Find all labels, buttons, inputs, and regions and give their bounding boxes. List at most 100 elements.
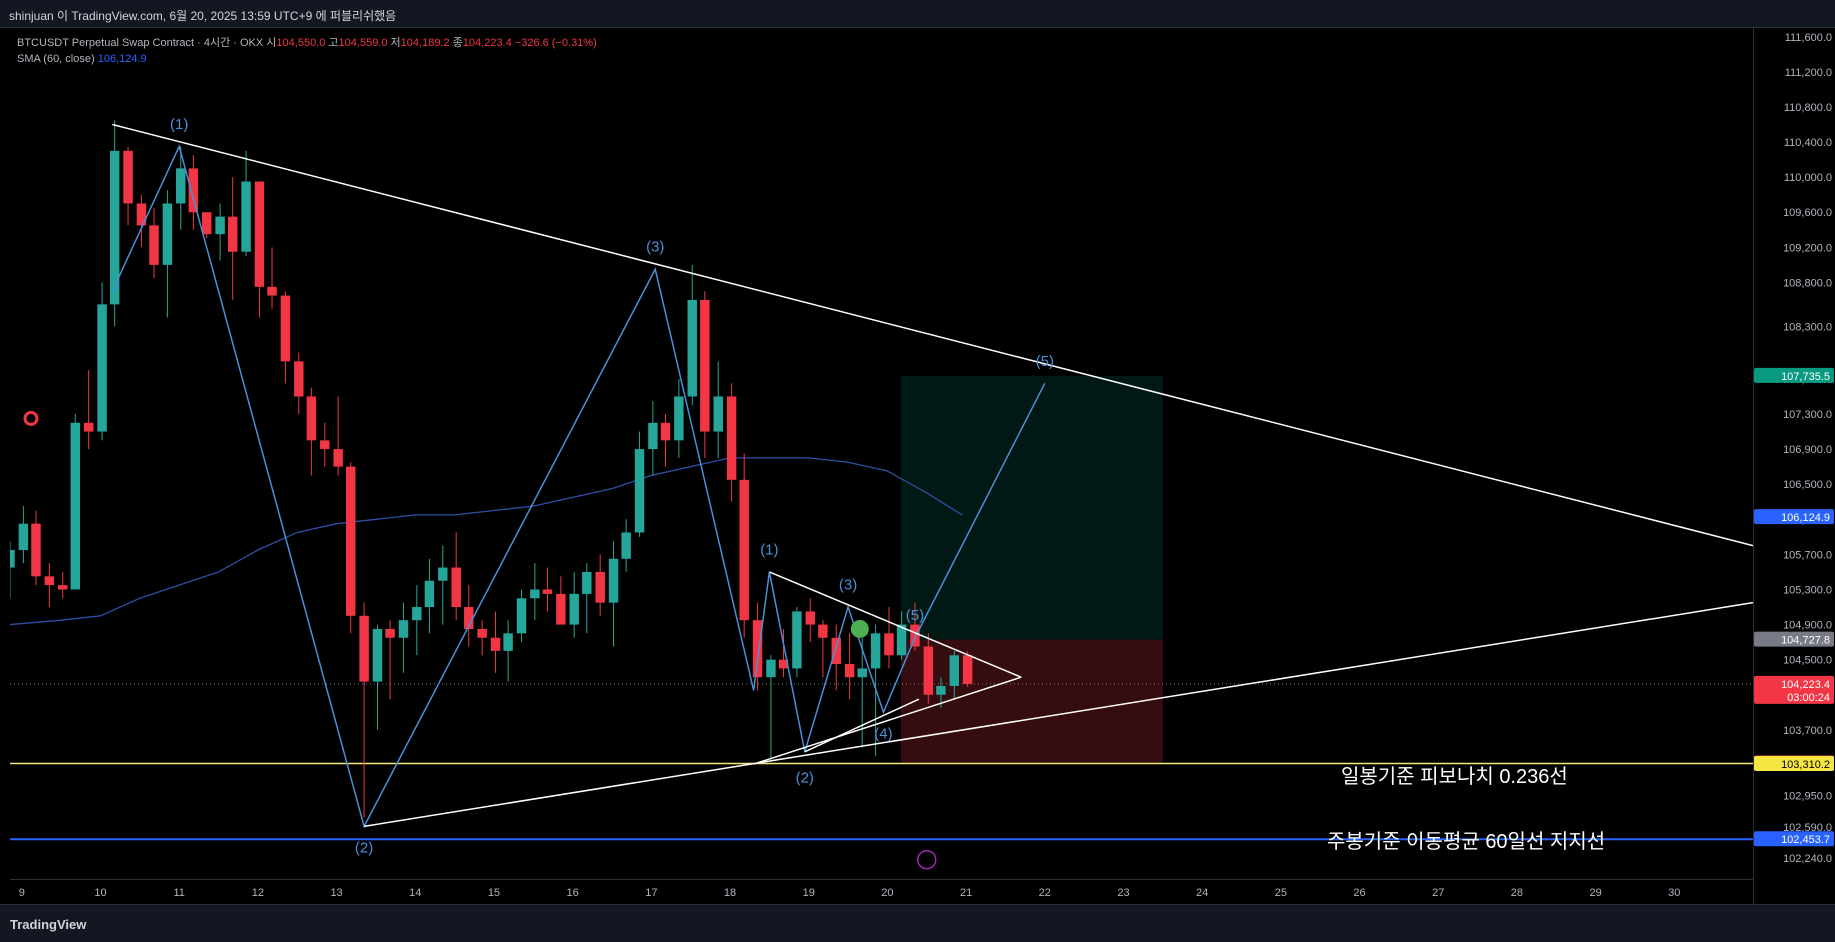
candle-body (162, 203, 173, 265)
legend-open: 104,550.0 (276, 37, 326, 49)
time-tick-label: 24 (1196, 887, 1208, 899)
candle (346, 462, 356, 634)
price-tick-label: 102,950.0 (1783, 791, 1832, 803)
candle-body (870, 633, 881, 669)
candle (844, 633, 855, 700)
candle (359, 602, 369, 818)
legend-high: 104,559.0 (338, 37, 388, 49)
legend-ohlc-row: BTCUSDT Perpetual Swap Contract · 4시간 · … (17, 35, 597, 51)
candle (188, 155, 199, 230)
tradingview-logo[interactable]: TradingView (10, 917, 87, 932)
candle-body (949, 655, 960, 686)
candle (254, 181, 265, 318)
countdown-label: 03:00:24 (1787, 692, 1830, 704)
candle-body (10, 550, 15, 568)
annotation-ma-line[interactable]: 주봉기준 이동평균 60일선 지지선 (1327, 831, 1606, 853)
price-tick-label: 108,800.0 (1783, 277, 1832, 289)
candle-body (884, 633, 894, 656)
small-triangle-upper (769, 571, 1022, 678)
time-tick-label: 22 (1039, 887, 1051, 899)
small-triangle-lower (753, 676, 1022, 765)
price-tag-label: 107,735.5 (1781, 371, 1830, 383)
candle-body (896, 624, 907, 656)
candle (267, 247, 277, 309)
candle (70, 414, 81, 590)
candle (739, 453, 749, 638)
candle (923, 633, 934, 704)
candle-body (634, 449, 645, 533)
chart-canvas[interactable]: (1) (2) (3) (5) (1) (2) (3) (4) (5) (10, 28, 1753, 879)
wave-label: (3) (839, 576, 857, 593)
candle (385, 620, 395, 700)
candle-body (516, 598, 527, 634)
location-pin-icon (850, 619, 869, 638)
candle (31, 510, 41, 586)
candle-body (582, 571, 592, 594)
candle-body (412, 607, 422, 621)
candle-body (792, 611, 802, 669)
candle-body (359, 615, 369, 682)
time-tick-label: 10 (94, 887, 106, 899)
time-tick-label: 17 (645, 887, 657, 899)
annotation-fib-line[interactable]: 일봉기준 피보나치 0.236선 (1341, 766, 1568, 788)
candle (910, 602, 920, 651)
candle (569, 571, 579, 638)
price-tag-label: 104,223.4 (1781, 679, 1830, 691)
wave-label: (5) (906, 607, 924, 624)
publish-info: shinjuan 이 TradingView.com, 6월 20, 2025 … (9, 9, 397, 23)
candle-body (490, 637, 501, 651)
candle-body (267, 286, 277, 296)
legend-sma-value: 106,124.9 (97, 53, 147, 65)
legend-close-label: 종 (452, 37, 463, 49)
candle (451, 532, 461, 621)
candle-body (542, 589, 553, 594)
candle (202, 212, 212, 239)
price-tag-label: 104,727.8 (1781, 635, 1830, 647)
candle (884, 607, 894, 669)
legend-sma-label[interactable]: SMA (60, close) (17, 53, 95, 65)
price-tick-label: 109,600.0 (1783, 207, 1832, 219)
price-tick-label: 106,500.0 (1783, 479, 1832, 491)
time-tick-label: 23 (1117, 887, 1129, 899)
candle (726, 383, 737, 502)
candle-body (844, 664, 855, 678)
candle-body (766, 659, 776, 678)
candle-body (818, 624, 828, 638)
candle-body (227, 216, 238, 252)
candle-body (109, 150, 120, 305)
price-tag (1754, 509, 1834, 525)
candle-body (962, 655, 973, 684)
candle (896, 611, 907, 660)
candle-body (398, 620, 409, 638)
time-tick-label: 21 (960, 887, 972, 899)
candle-body (320, 440, 330, 450)
chart-area[interactable]: (1) (2) (3) (5) (1) (2) (3) (4) (5) (10, 28, 1753, 904)
price-tag-label: 102,453.7 (1781, 834, 1830, 846)
price-tick-label: 110,400.0 (1784, 137, 1832, 149)
candle (464, 585, 474, 647)
candle (333, 396, 343, 476)
candle (766, 655, 776, 761)
candle-body (451, 567, 461, 608)
candle-body (18, 523, 29, 551)
triangle-lower-trendline (363, 601, 1753, 828)
candle-body (660, 422, 671, 441)
price-tick-label: 103,700.0 (1783, 725, 1832, 737)
candle-body (530, 589, 540, 599)
candle (18, 506, 29, 564)
candle (280, 291, 291, 384)
candle (634, 431, 645, 537)
candle-body (333, 449, 343, 467)
price-tick-label: 111,600.0 (1785, 32, 1832, 44)
candle (962, 650, 973, 687)
time-tick-label: 29 (1589, 887, 1601, 899)
legend-close: 104,223.4 (462, 37, 512, 49)
candle-body (385, 628, 395, 638)
price-axis[interactable]: 102,240.0102,590.0102,950.0103,310.0103,… (1753, 28, 1835, 904)
candle (398, 602, 409, 673)
candle-body (726, 396, 737, 480)
legend-symbol[interactable]: BTCUSDT Perpetual Swap Contract · 4시간 · … (17, 37, 264, 49)
candle-body (306, 396, 317, 441)
time-axis[interactable]: 9 10 11 12 13 14 15 16 17 18 19 20 21 22 23 24 25 26 27 28 2… (10, 879, 1753, 905)
candle-body (372, 628, 383, 682)
